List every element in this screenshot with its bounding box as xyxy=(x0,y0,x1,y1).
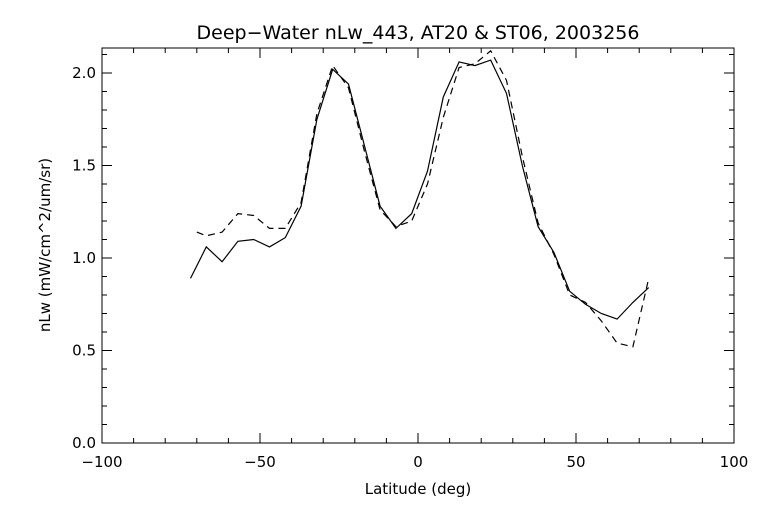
x-axis-label: Latitude (deg) xyxy=(365,480,471,498)
y-axis-label: nLw (mW/cm^2/um/sr) xyxy=(36,158,54,332)
y-axis: 0.0 0.5 1.0 1.5 2.0 xyxy=(72,54,734,452)
y-tick-label: 1.5 xyxy=(72,157,96,175)
chart-title: Deep−Water nLw_443, AT20 & ST06, 2003256 xyxy=(197,22,640,44)
y-tick-label: 0.5 xyxy=(72,342,96,360)
series-line-dashed xyxy=(196,49,650,348)
series-layer xyxy=(189,49,650,348)
y-tick-label: 2.0 xyxy=(72,64,96,82)
x-tick-label: −50 xyxy=(244,453,276,471)
x-tick-label: 100 xyxy=(720,453,749,471)
x-tick-label: 50 xyxy=(566,453,585,471)
plot-frame xyxy=(101,47,735,444)
x-axis: −100 −50 0 50 100 xyxy=(81,48,748,471)
x-tick-label: 0 xyxy=(413,453,423,471)
y-tick-label: 0.0 xyxy=(72,434,96,452)
x-tick-label: −100 xyxy=(81,453,122,471)
series-line-solid xyxy=(189,59,650,320)
y-tick-label: 1.0 xyxy=(72,249,96,267)
